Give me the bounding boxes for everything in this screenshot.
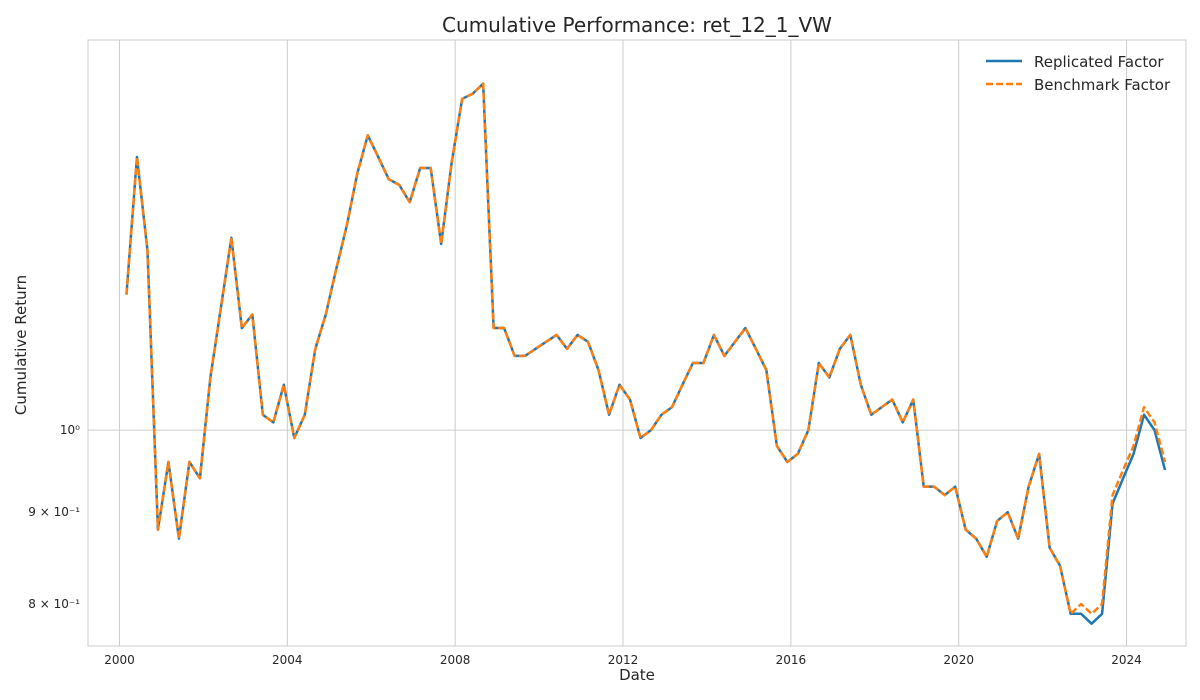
legend: Replicated Factor Benchmark Factor (986, 53, 1171, 94)
y-axis-label: Cumulative Return (12, 275, 30, 415)
y-tick-label: 8 × 10⁻¹ (28, 597, 80, 611)
y-tick-label: 10⁰ (60, 423, 80, 437)
x-tick-label: 2012 (608, 653, 639, 667)
grid (88, 40, 1186, 646)
series-line-replicated (125, 82, 1167, 625)
y-tick-label: 9 × 10⁻¹ (28, 505, 80, 519)
series-line-benchmark (125, 82, 1167, 616)
legend-label-replicated: Replicated Factor (1034, 53, 1164, 71)
x-tick-label: 2004 (272, 653, 303, 667)
tick-labels: 2000 2004 2008 2012 2016 2020 2024 8 × 10⁻¹ 9 × … (28, 423, 1142, 667)
x-tick-label: 2008 (440, 653, 471, 667)
x-tick-label: 2016 (776, 653, 807, 667)
chart-title: Cumulative Performance: ret_12_1_VW (442, 13, 832, 37)
legend-label-benchmark: Benchmark Factor (1034, 76, 1171, 94)
series-layer (125, 82, 1167, 625)
x-tick-label: 2020 (943, 653, 974, 667)
plot-frame (87, 39, 1187, 647)
x-tick-label: 2024 (1111, 653, 1142, 667)
x-axis-label: Date (619, 666, 655, 684)
x-tick-label: 2000 (104, 653, 135, 667)
